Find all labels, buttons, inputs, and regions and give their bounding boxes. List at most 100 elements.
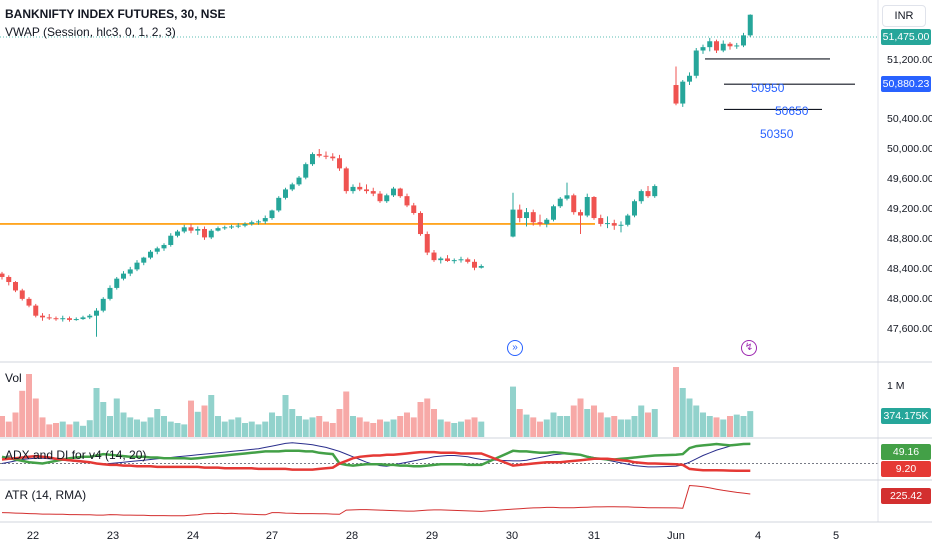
candle-up [229,226,234,228]
volume-bar [309,417,316,437]
lightning-event-icon[interactable]: ↯ [741,340,757,356]
volume-bar [570,405,577,437]
time-tick: 5 [832,530,840,542]
atr-line [1,484,751,517]
candle-up [544,219,550,224]
volume-bar [174,423,181,437]
volume-bar [530,417,537,437]
candle-down [330,156,336,159]
volume-bar [673,367,679,437]
volume-bar [693,405,700,437]
price-tick: 48,000.00 [887,293,932,305]
candle-down [645,191,651,197]
volume-bar [208,395,215,437]
candle-up [741,35,746,46]
candle-up [60,318,66,320]
level-lines-layer [705,58,855,111]
candle-down [40,315,45,318]
candle-down [33,305,39,316]
candle-up [208,230,214,238]
candle-up [148,251,153,258]
candle-down [19,290,25,299]
volume-bar [93,388,100,437]
volume-bar [740,416,747,437]
volume-bar [611,416,618,437]
candle-down [316,154,322,156]
level-label-50350: 50350 [760,127,794,141]
volume-bar [275,416,282,437]
split-event-icon[interactable]: » [507,340,523,356]
volume-bar [120,412,127,437]
candle-down [357,186,363,190]
candle-up [303,164,309,178]
volume-bar [537,421,543,437]
candle-up [687,75,692,82]
volume-bar [397,416,404,437]
candle-up [350,186,356,192]
currency-selector[interactable]: INR [882,5,926,27]
candle-down [6,276,12,283]
volume-bar [282,395,289,437]
candle-up [652,186,658,197]
volume-bar [550,412,557,437]
volume-bar [201,405,208,437]
candle-up [256,221,261,223]
candle-up [175,231,180,236]
volume-bar [651,409,658,437]
candle-up [141,257,147,263]
level-label-50650: 50650 [775,104,809,118]
volume-bar [289,409,296,437]
volume-bar [154,409,161,437]
candle-up [289,184,295,190]
volume-bar [564,416,570,437]
candle-up [551,206,556,220]
volume-bar [604,417,611,437]
candle-up [127,269,133,274]
candle-down [53,318,59,320]
candle-up [632,201,637,216]
candle-up [283,189,288,198]
volume-bar [417,402,424,437]
volume-bar [228,419,235,437]
di-minus-line [1,450,751,473]
volume-bar [46,424,53,437]
price-tick: 51,200.00 [887,54,932,66]
candle-up [747,14,753,36]
candle-up [438,258,444,261]
volume-bar [404,412,410,437]
candle-down [537,222,543,224]
candle-down [13,282,18,291]
candle-up [134,262,140,270]
volume-bar [242,423,248,437]
volume-bar [188,400,194,437]
candle-up [638,191,644,202]
atr-pane-label[interactable]: ATR (14, RMA) [5,488,87,502]
candle-up [707,41,713,48]
adx-pane-label[interactable]: ADX and DI for v4 (14, 20) [5,448,147,462]
candle-up [80,317,86,320]
candle-down [404,196,410,206]
volume-bar [727,416,733,437]
candle-up [680,81,686,104]
volume-bar [679,388,686,437]
volume-axis-tick: 1 M [887,380,905,392]
volume-bar [262,421,269,437]
candle-down [370,191,376,194]
time-tick: Jun [667,530,685,542]
volume-bar [591,405,597,437]
volume-bar [215,416,221,437]
volume-bar [26,374,32,437]
price-tick: 50,000.00 [887,143,932,155]
candle-up [114,278,120,288]
volume-bar [53,423,59,437]
volume-bar [113,398,120,437]
volume-pane-label[interactable]: Vol [5,371,22,385]
volume-bar [706,416,713,437]
volume-bar [410,417,417,437]
vwap-indicator-label[interactable]: VWAP (Session, hlc3, 0, 1, 2, 3) [5,25,176,39]
volume-bar [577,398,584,437]
candle-up [161,244,167,249]
candle-up [222,227,228,229]
